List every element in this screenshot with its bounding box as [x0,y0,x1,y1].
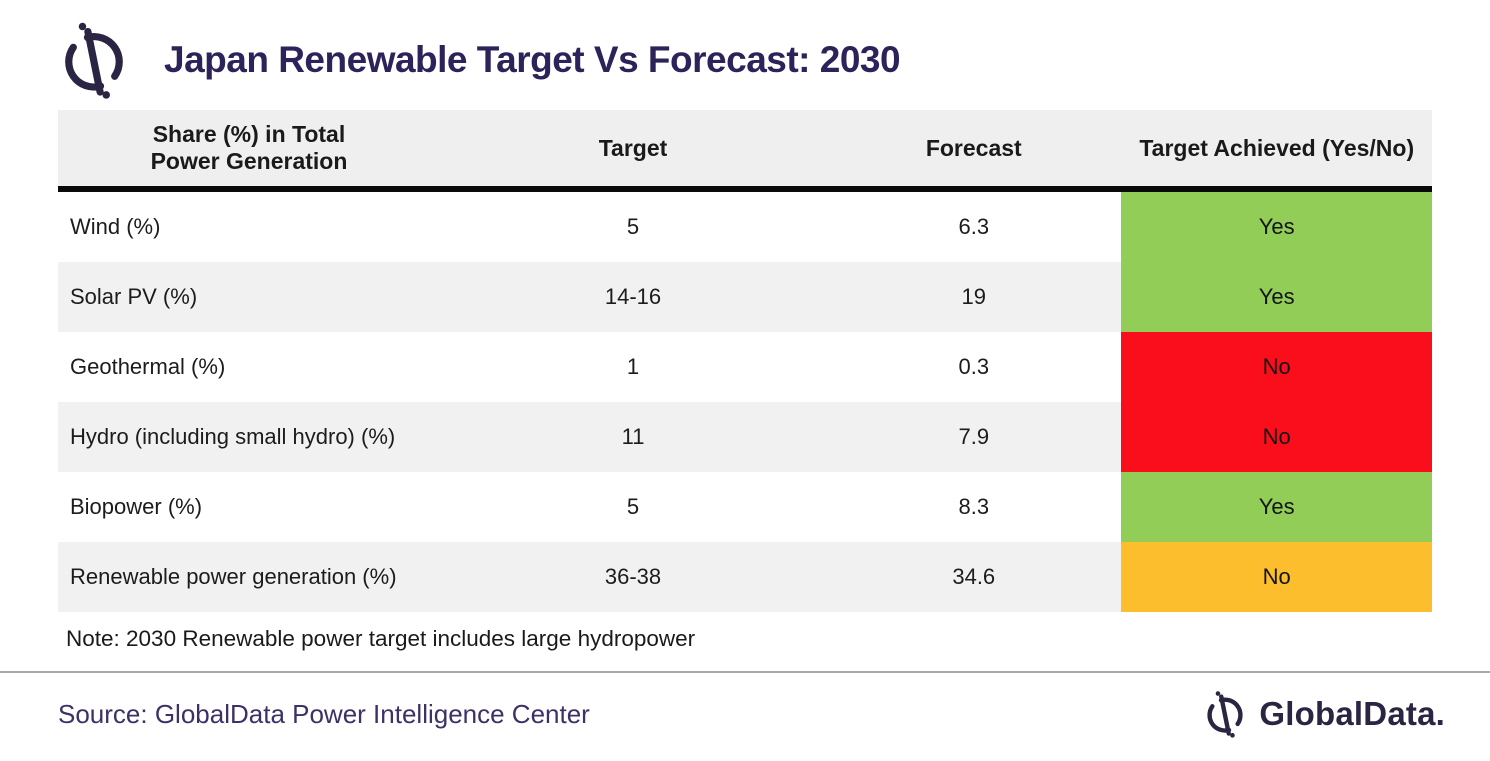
table-row: Hydro (including small hydro) (%) 11 7.9… [58,402,1432,472]
source-text: Source: GlobalData Power Intelligence Ce… [58,698,590,729]
col-header-target: Target [598,134,668,161]
status-badge: Yes [1121,472,1432,542]
col-header-share: Share (%) in Total Power Generation [150,121,348,174]
target-value: 36-38 [439,542,827,612]
status-badge: No [1121,542,1432,612]
status-badge: No [1121,402,1432,472]
target-value: 11 [439,402,827,472]
row-label: Hydro (including small hydro) (%) [58,402,440,472]
forecast-value: 0.3 [958,354,990,379]
row-label: Geothermal (%) [70,354,226,379]
table-row: Wind (%) 5 6.3 Yes [58,192,1432,262]
table-row: Solar PV (%) 14-16 19 Yes [58,262,1432,332]
title-bar: Japan Renewable Target Vs Forecast: 2030 [58,14,1432,106]
table-note: Note: 2030 Renewable power target includ… [66,626,696,651]
brand-wordmark: GlobalData. [1259,695,1445,732]
page-title: Japan Renewable Target Vs Forecast: 2030 [164,39,901,80]
footer-divider [0,671,1490,673]
status-badge: No [1121,332,1432,402]
col-header-achieved: Target Achieved (Yes/No) [1139,134,1415,161]
forecast-value: 8.3 [958,494,990,519]
globaldata-brand: GlobalData. [1203,688,1445,740]
target-value: 5 [626,494,640,519]
forecast-value: 19 [826,262,1122,332]
target-value: 1 [626,354,640,379]
row-label: Wind (%) [70,214,161,239]
row-label: Renewable power generation (%) [58,542,440,612]
table-row: Biopower (%) 5 8.3 Yes [58,472,1432,542]
target-value: 5 [626,214,640,239]
row-label: Solar PV (%) [58,262,440,332]
status-badge: Yes [1121,192,1432,262]
globaldata-logo-icon [1207,691,1244,738]
table-row: Renewable power generation (%) 36-38 34.… [58,542,1432,612]
data-table: Share (%) in Total Power Generation Targ… [58,110,1432,612]
row-label: Biopower (%) [70,494,203,519]
forecast-value: 6.3 [958,214,990,239]
col-header-forecast: Forecast [925,134,1022,161]
status-badge: Yes [1121,262,1432,332]
footer: Source: GlobalData Power Intelligence Ce… [58,688,1445,740]
globaldata-logo-icon [65,22,123,99]
table-row: Geothermal (%) 1 0.3 No [58,332,1432,402]
table-header-row: Share (%) in Total Power Generation Targ… [58,110,1432,192]
forecast-value: 34.6 [826,542,1122,612]
target-value: 14-16 [439,262,827,332]
forecast-value: 7.9 [826,402,1122,472]
